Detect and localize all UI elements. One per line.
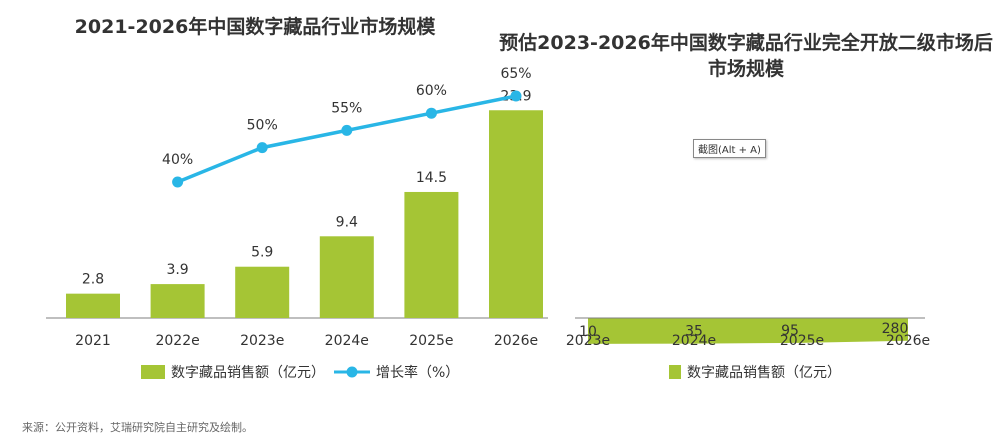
screenshot-tooltip: 截图(Alt + A) xyxy=(693,139,766,158)
growth-point-2023e xyxy=(256,142,268,154)
x-tick-2024e: 2024e xyxy=(325,333,369,349)
bar-2022e xyxy=(150,284,205,318)
x-tick-2022e: 2022e xyxy=(155,333,199,349)
legend-bar-label-left: 数字藏品销售额（亿元） xyxy=(171,365,325,381)
growth-label-2025e: 60% xyxy=(416,83,447,99)
bar-2025e xyxy=(404,191,459,318)
area-x-tick-2024e: 2024e xyxy=(672,333,716,349)
source-footnote: 来源：公开资料，艾瑞研究院自主研究及绘制。 xyxy=(22,421,253,434)
area-x-tick-2026e: 2026e xyxy=(886,333,930,349)
growth-label-2023e: 50% xyxy=(247,118,278,134)
chart-title-right: 预估2023-2026年中国数字藏品行业完全开放二级市场后市场规模 xyxy=(499,32,993,80)
bar-2023e xyxy=(235,266,290,318)
area-label-2024e: 35 xyxy=(685,324,703,340)
legend-area-label: 数字藏品销售额（亿元） xyxy=(687,365,841,381)
area-label-2025e: 95 xyxy=(781,323,799,339)
growth-label-2026e: 65% xyxy=(500,66,531,82)
area-x-tick-2023e: 2023e xyxy=(566,333,610,349)
bar-label-2022e: 3.9 xyxy=(166,262,188,278)
x-tick-2025e: 2025e xyxy=(409,333,453,349)
x-tick-2026e: 2026e xyxy=(494,333,538,349)
area-series xyxy=(588,318,908,344)
legend-line-label: 增长率（%） xyxy=(376,364,459,381)
area-label-2023e: 10 xyxy=(579,324,597,340)
growth-point-2022e xyxy=(172,176,184,188)
bar-label-2021: 2.8 xyxy=(82,272,104,288)
area-label-2026e: 280 xyxy=(882,321,909,337)
bar-label-2024e: 9.4 xyxy=(336,214,358,230)
growth-label-2024e: 55% xyxy=(331,100,362,116)
bar-2021 xyxy=(66,293,120,318)
bar-2026e xyxy=(489,110,543,318)
growth-point-2025e xyxy=(425,107,437,119)
legend-area-swatch xyxy=(669,365,681,379)
growth-label-2022e: 40% xyxy=(162,152,193,168)
growth-point-2024e xyxy=(341,124,353,136)
bar-label-2023e: 5.9 xyxy=(251,245,273,261)
legend-bar-swatch-left xyxy=(141,365,165,379)
bar-label-2025e: 14.5 xyxy=(416,170,447,186)
x-tick-2023e: 2023e xyxy=(240,333,284,349)
bar-2024e xyxy=(319,236,374,318)
area-x-tick-2025e: 2025e xyxy=(780,333,824,349)
growth-point-2026e xyxy=(510,90,522,102)
x-tick-2021: 2021 xyxy=(75,333,111,349)
chart-title-left: 2021-2026年中国数字藏品行业市场规模 xyxy=(74,16,436,38)
legend-line-marker xyxy=(346,366,358,378)
